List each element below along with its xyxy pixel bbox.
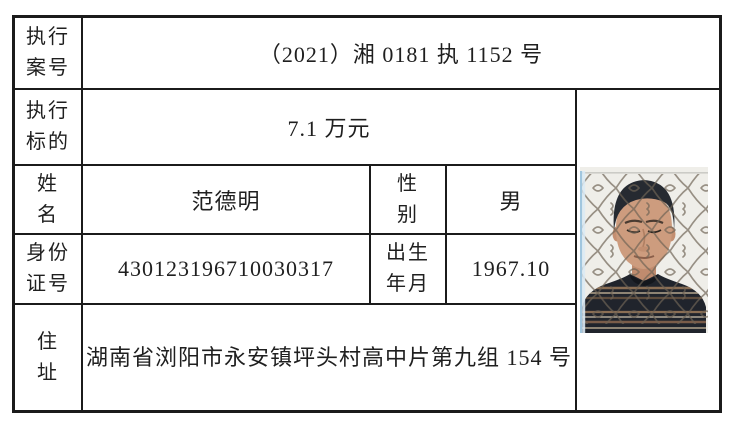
birth-date-label: 出生 年月 [371, 235, 445, 303]
photo-cell [577, 90, 719, 410]
name-label: 姓 名 [15, 166, 81, 233]
gender-value: 男 [447, 166, 575, 233]
enforcement-info-table: 执行 案号 （2021）湘 0181 执 1152 号 执行 标的 7.1 万元 [12, 15, 722, 413]
birth-date-value: 1967.10 [447, 235, 575, 303]
case-number-label: 执行 案号 [15, 18, 81, 88]
gender-label: 性 别 [371, 166, 445, 233]
fence-overlay-pattern [582, 174, 708, 324]
id-number-value: 430123196710030317 [83, 235, 369, 303]
execution-amount-value: 7.1 万元 [83, 90, 575, 164]
execution-amount-label: 执行 标的 [15, 90, 81, 164]
name-value: 范德明 [83, 166, 369, 233]
address-value: 湖南省浏阳市永安镇坪头村高中片第九组 154 号 [83, 305, 575, 410]
address-label: 住 址 [15, 305, 81, 410]
id-number-label: 身份 证号 [15, 235, 81, 303]
case-number-value: （2021）湘 0181 执 1152 号 [83, 18, 719, 88]
portrait-photo [580, 167, 708, 333]
